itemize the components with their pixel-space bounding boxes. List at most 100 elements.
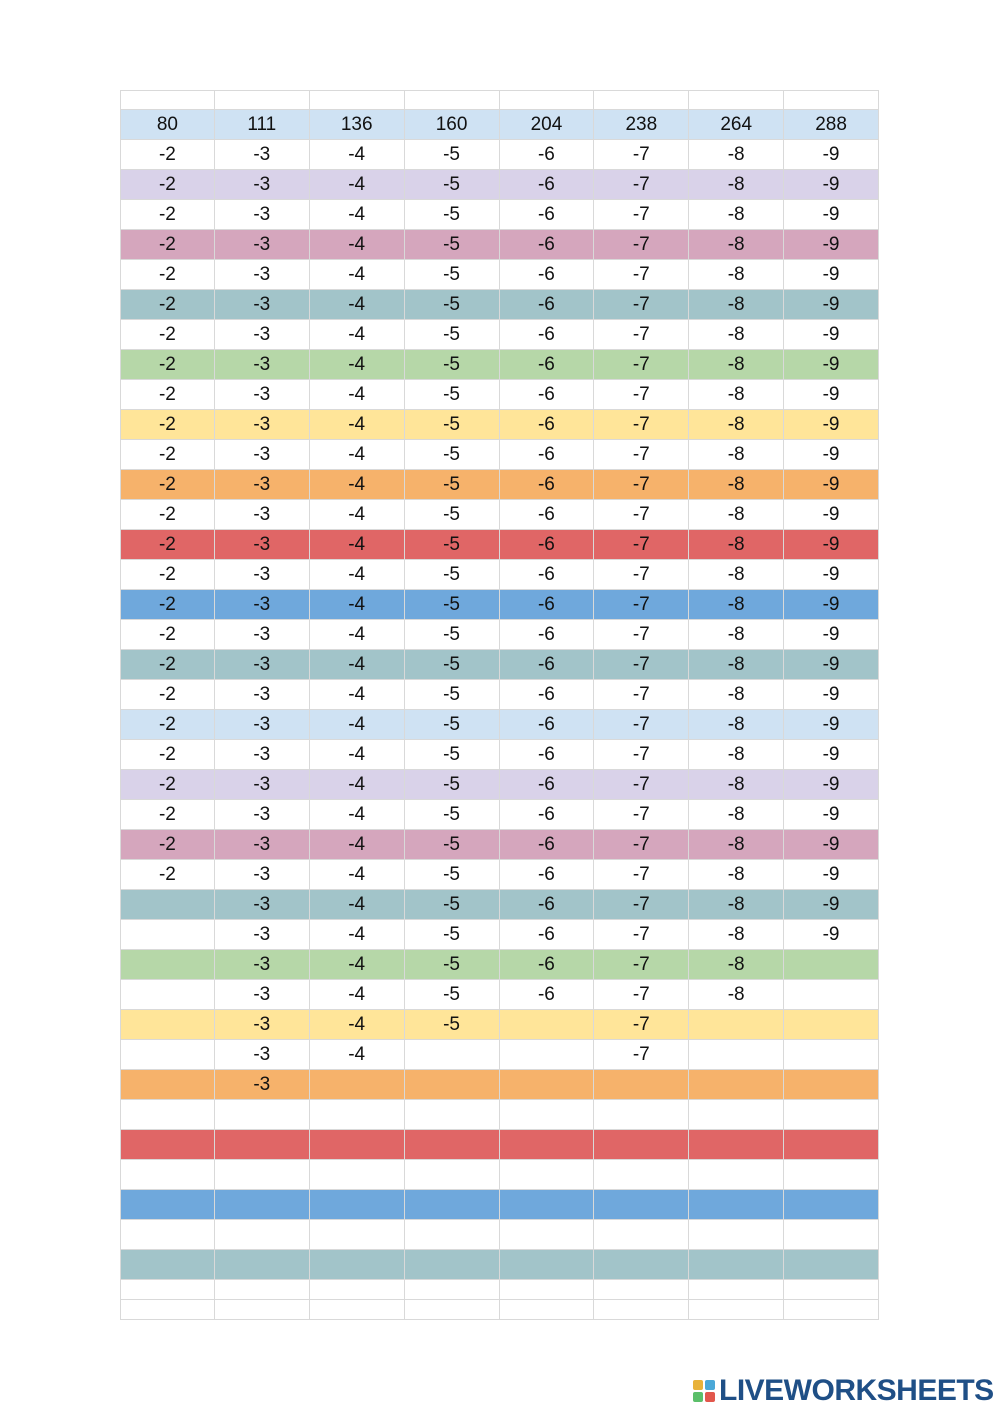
table-cell: -6 [499, 200, 595, 230]
table-cell: -8 [689, 980, 785, 1010]
table-cell: -5 [404, 500, 500, 530]
table-cell [499, 1190, 595, 1220]
table-cell [120, 1250, 215, 1280]
table-cell [309, 1250, 405, 1280]
table-cell: -5 [404, 1010, 500, 1040]
table-cell [120, 980, 215, 1010]
table-cell: -8 [689, 170, 785, 200]
table-cell [404, 1070, 500, 1100]
table-cell [499, 1130, 595, 1160]
table-cell [404, 1190, 500, 1220]
table-cell [689, 1280, 785, 1300]
table-cell: -4 [309, 830, 405, 860]
table-cell [404, 90, 500, 110]
table-cell [594, 1250, 690, 1280]
table-cell [689, 1220, 785, 1250]
table-cell: -8 [689, 500, 785, 530]
table-cell [120, 1130, 215, 1160]
table-cell: -9 [784, 890, 879, 920]
table-cell: -5 [404, 320, 500, 350]
table-cell: -8 [689, 200, 785, 230]
table-cell [499, 1250, 595, 1280]
table-cell: -2 [120, 800, 215, 830]
table-cell: -7 [594, 530, 690, 560]
table-cell: -8 [689, 830, 785, 860]
table-cell: -7 [594, 470, 690, 500]
table-cell: -4 [309, 470, 405, 500]
table-cell: -4 [309, 410, 405, 440]
table-cell: -3 [214, 950, 310, 980]
table-cell: -6 [499, 410, 595, 440]
table-cell [594, 1130, 690, 1160]
table-cell: -3 [214, 620, 310, 650]
table-cell: -3 [214, 710, 310, 740]
table-cell [499, 1280, 595, 1300]
table-cell [594, 1100, 690, 1130]
table-cell [784, 1250, 879, 1280]
table-cell: -9 [784, 710, 879, 740]
table-cell: -6 [499, 320, 595, 350]
table-cell: -8 [689, 140, 785, 170]
table-cell: -7 [594, 770, 690, 800]
table-cell [120, 1160, 215, 1190]
table-cell: -4 [309, 560, 405, 590]
table-cell: -7 [594, 920, 690, 950]
table-cell: -6 [499, 170, 595, 200]
table-cell [499, 1010, 595, 1040]
table-cell [120, 1220, 215, 1250]
table-cell [784, 1100, 879, 1130]
table-cell [689, 1190, 785, 1220]
table-cell: -6 [499, 890, 595, 920]
table-cell: -2 [120, 410, 215, 440]
table-cell: -7 [594, 380, 690, 410]
table-cell [404, 1280, 500, 1300]
table-cell [404, 1040, 500, 1070]
table-cell: -9 [784, 740, 879, 770]
table-cell: -2 [120, 260, 215, 290]
table-cell: -3 [214, 170, 310, 200]
table-cell: -2 [120, 650, 215, 680]
table-cell: -5 [404, 560, 500, 590]
table-cell: -5 [404, 380, 500, 410]
table-cell: -3 [214, 740, 310, 770]
logo-square-4 [705, 1392, 715, 1402]
table-cell: -9 [784, 620, 879, 650]
table-cell: -9 [784, 650, 879, 680]
header-cell: 136 [309, 110, 405, 140]
table-cell [594, 90, 690, 110]
table-cell [214, 1130, 310, 1160]
table-cell [214, 1250, 310, 1280]
table-cell: -9 [784, 380, 879, 410]
table-cell: -7 [594, 500, 690, 530]
table-cell: -4 [309, 200, 405, 230]
header-cell: 204 [499, 110, 595, 140]
table-cell: -6 [499, 350, 595, 380]
table-cell: -8 [689, 410, 785, 440]
header-cell: 160 [404, 110, 500, 140]
table-cell [120, 950, 215, 980]
table-cell: -6 [499, 470, 595, 500]
table-cell: -2 [120, 500, 215, 530]
worksheet-table: 80 111 136 160 204 238 264 288 -2 -3 -4 -5 -6 -7 -8 -9-… [120, 90, 879, 1320]
table-cell: -7 [594, 200, 690, 230]
table-cell: -5 [404, 350, 500, 380]
table-cell: -3 [214, 290, 310, 320]
table-cell [689, 1130, 785, 1160]
table-cell: -2 [120, 470, 215, 500]
table-cell: -8 [689, 740, 785, 770]
table-cell: -5 [404, 140, 500, 170]
table-cell: -9 [784, 800, 879, 830]
table-cell: -3 [214, 230, 310, 260]
table-cell: -3 [214, 800, 310, 830]
table-cell: -9 [784, 830, 879, 860]
table-cell [784, 1130, 879, 1160]
table-cell: -8 [689, 560, 785, 590]
table-cell: -8 [689, 950, 785, 980]
table-cell: -2 [120, 440, 215, 470]
table-cell: -8 [689, 320, 785, 350]
table-cell [689, 90, 785, 110]
table-cell [784, 1190, 879, 1220]
table-cell [214, 1280, 310, 1300]
table-cell: -3 [214, 680, 310, 710]
table-cell: -4 [309, 740, 405, 770]
